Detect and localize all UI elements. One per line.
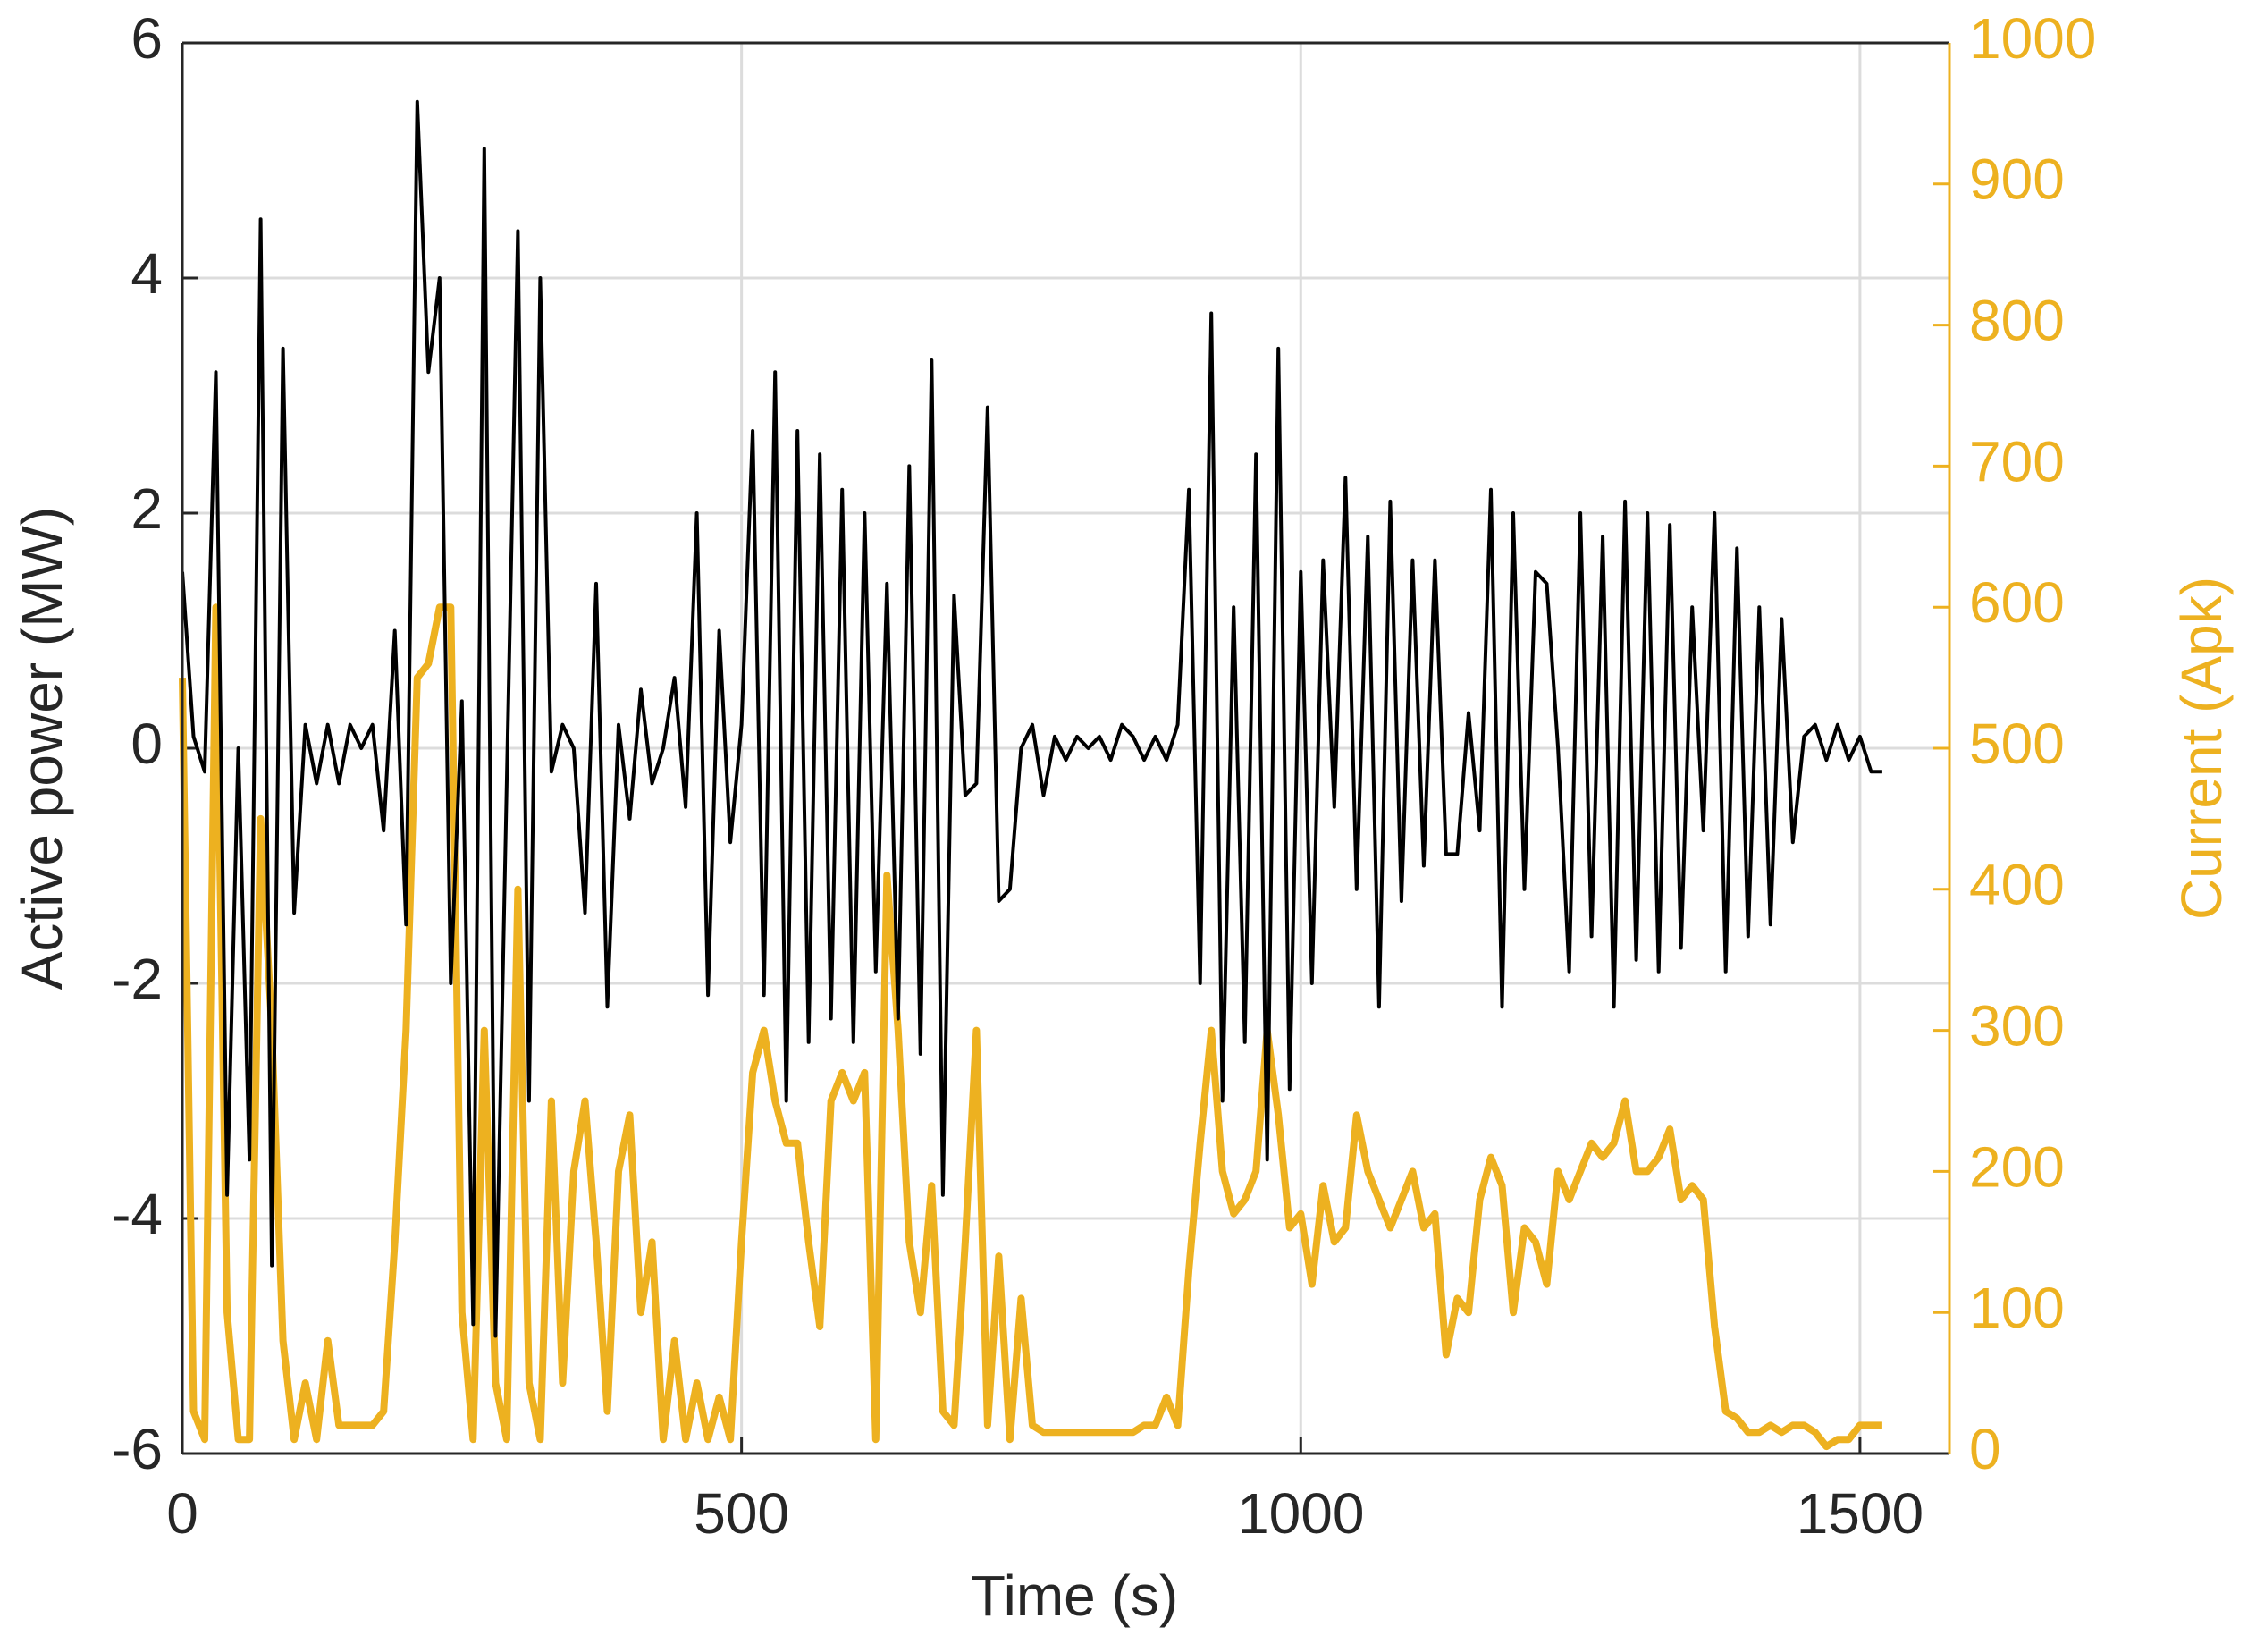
y2-tick-label: 200 <box>1969 1134 2065 1199</box>
y2-tick-label: 0 <box>1969 1417 2001 1481</box>
y-tick-label: 4 <box>130 241 163 306</box>
y2-tick-label: 400 <box>1969 853 2065 917</box>
y-tick-label: 0 <box>130 712 163 776</box>
y-axis-label: Active power (MW) <box>10 507 74 990</box>
x-tick-label: 0 <box>166 1481 198 1546</box>
power-line <box>181 99 1882 1338</box>
y2-axis-label: Current (Apk) <box>2169 577 2234 920</box>
y-tick-label: 6 <box>130 6 163 71</box>
y-tick-label: -6 <box>112 1417 163 1481</box>
x-tick-label: 500 <box>694 1481 789 1546</box>
y2-tick-label: 1000 <box>1969 6 2096 71</box>
x-tick-label: 1000 <box>1237 1481 1364 1546</box>
y-tick-label: -4 <box>112 1182 163 1246</box>
y2-tick-label: 900 <box>1969 148 2065 212</box>
y-tick-label: 2 <box>130 476 163 541</box>
y2-tick-label: 700 <box>1969 429 2065 493</box>
y2-tick-label: 600 <box>1969 570 2065 635</box>
y2-tick-label: 800 <box>1969 289 2065 353</box>
x-tick-label: 1500 <box>1797 1481 1923 1546</box>
y2-tick-label: 500 <box>1969 712 2065 776</box>
y2-tick-label: 300 <box>1969 994 2065 1058</box>
y-tick-label: -2 <box>112 947 163 1011</box>
x-axis-label: Time (s) <box>971 1564 1178 1628</box>
current-line <box>179 603 1882 1451</box>
y2-tick-label: 100 <box>1969 1276 2065 1340</box>
